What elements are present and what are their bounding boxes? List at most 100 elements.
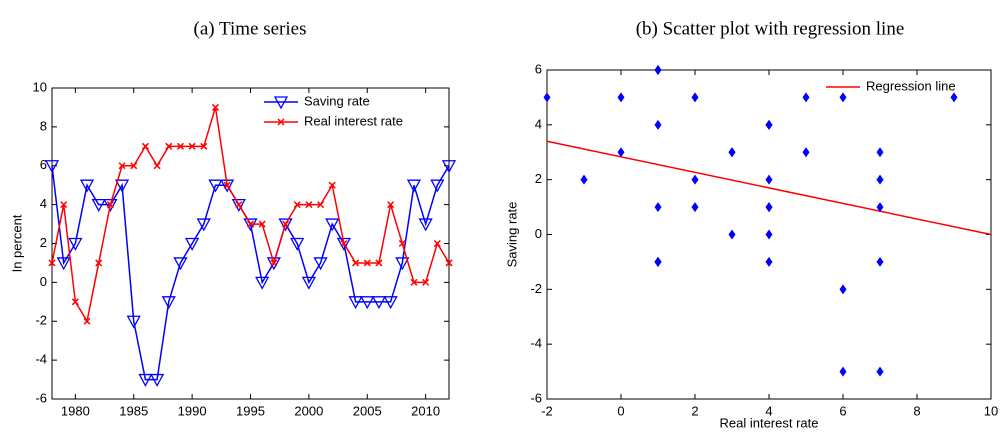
marker [149,373,165,387]
marker [430,179,445,193]
y-tick-label: -6 [35,390,47,405]
marker [876,147,884,158]
y-tick-label: 6 [535,61,542,76]
marker [138,373,153,387]
marker [56,257,71,271]
x-tick-label: 1985 [119,403,148,418]
y-tick-label: 10 [33,79,47,94]
marker [44,160,60,174]
marker [876,256,884,267]
marker [328,181,336,189]
marker [60,201,68,209]
marker [839,284,847,295]
marker [876,174,884,185]
x-tick-label: 1995 [236,403,265,418]
marker [83,317,91,325]
chart-title: (a) Time series [194,18,307,39]
x-tick-label: 6 [839,403,846,418]
marker [305,201,313,209]
legend-label: Regression line [866,78,956,93]
y-tick-label: -4 [530,336,542,351]
marker [445,259,453,267]
marker [165,142,173,150]
x-tick-label: 0 [617,403,624,418]
y-axis-label: Saving rate [504,202,519,268]
marker [876,366,884,377]
x-axis-label: Real interest rate [720,415,819,430]
marker [691,174,699,185]
x-tick-label: 4 [765,403,772,418]
marker [371,296,387,310]
marker [255,276,270,290]
marker [363,259,371,267]
marker [200,142,208,150]
marker [348,296,363,310]
y-tick-label: 0 [40,274,47,289]
axes-frame [51,87,450,400]
marker [277,118,285,126]
marker [185,237,200,251]
marker [543,92,551,103]
marker [258,220,266,228]
marker [336,237,352,251]
marker [387,201,395,209]
marker [654,119,662,130]
marker [208,179,223,193]
marker [273,96,289,110]
y-tick-label: 0 [535,226,542,241]
x-tick-label: 1990 [178,403,207,418]
marker [395,257,410,271]
y-tick-label: -2 [35,313,47,328]
marker [173,257,188,271]
marker [266,257,281,271]
marker [91,198,106,212]
marker [839,92,847,103]
marker [383,296,398,310]
marker [188,142,196,150]
marker [153,162,161,170]
marker [340,239,348,248]
x-tick-label: 10 [984,403,998,418]
marker [418,218,433,232]
marker [71,298,79,306]
marker [728,147,736,158]
marker [301,276,316,290]
marker [802,92,810,103]
series-line [51,107,450,324]
marker [126,315,141,329]
marker [441,160,457,174]
marker [278,218,293,232]
y-axis-label: In percent [9,214,24,272]
marker [654,65,662,75]
marker [765,174,773,185]
marker [352,259,360,267]
marker [281,220,290,228]
marker [765,229,773,240]
y-tick-label: -2 [530,281,542,296]
x-tick-label: 2000 [294,403,323,418]
y-tick-label: 6 [40,157,47,172]
marker [95,259,103,267]
marker [103,198,118,212]
chart-title: (b) Scatter plot with regression line [636,18,905,39]
marker [654,202,662,213]
marker [48,259,56,267]
x-tick-label: 1980 [61,403,90,418]
marker [313,257,328,271]
marker [617,92,625,103]
marker [691,202,699,213]
marker [317,201,325,209]
marker [141,142,149,150]
y-tick-label: -4 [35,352,47,367]
legend-label: Real interest rate [304,113,403,128]
marker [839,366,847,377]
marker [290,237,305,251]
marker [950,92,958,103]
x-tick-label: 2 [691,403,698,418]
marker [176,142,184,150]
regression-line [546,140,992,236]
marker [211,103,220,111]
marker [765,202,773,213]
y-tick-label: 4 [535,116,542,131]
